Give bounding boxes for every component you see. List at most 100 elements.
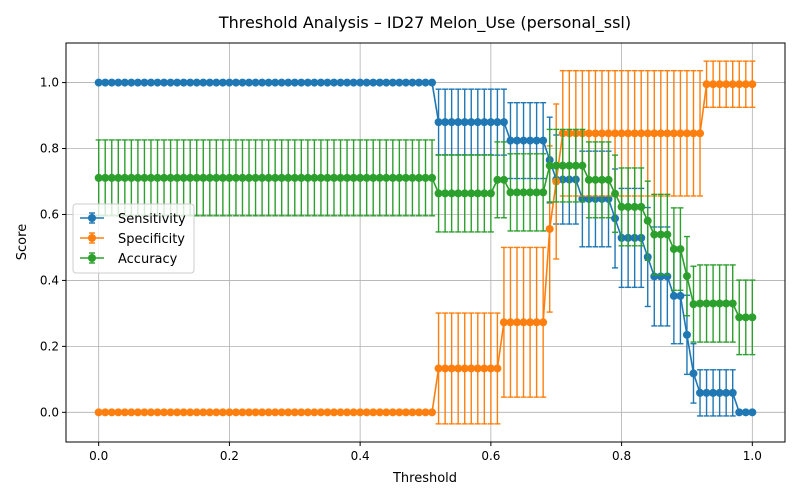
data-point	[676, 291, 685, 300]
data-point	[441, 189, 450, 198]
chart-title: Threshold Analysis – ID27 Melon_Use (per…	[218, 13, 631, 33]
data-point	[310, 173, 319, 182]
data-point	[212, 408, 221, 417]
x-axis-label: Threshold	[392, 471, 457, 486]
data-point	[284, 78, 293, 87]
data-point	[329, 173, 338, 182]
data-point	[245, 78, 254, 87]
data-point	[225, 408, 234, 417]
x-tick-label: 0.6	[481, 449, 500, 463]
data-point	[225, 173, 234, 182]
data-point	[663, 129, 672, 138]
y-tick-label: 0.2	[40, 339, 59, 353]
data-point	[101, 173, 110, 182]
data-point	[160, 173, 169, 182]
data-point	[637, 129, 646, 138]
data-point	[428, 408, 437, 417]
data-point	[388, 408, 397, 417]
data-point	[408, 408, 417, 417]
y-tick-label: 1.0	[40, 76, 59, 90]
legend-entry: Sensitivity	[80, 212, 186, 227]
data-point	[434, 118, 443, 127]
data-point	[473, 189, 482, 198]
data-point	[218, 173, 227, 182]
data-point	[290, 173, 299, 182]
data-point	[264, 408, 273, 417]
data-point	[225, 78, 234, 87]
data-point	[199, 408, 208, 417]
data-point	[696, 299, 705, 308]
data-point	[153, 173, 162, 182]
data-point	[192, 173, 201, 182]
data-point	[284, 173, 293, 182]
data-point	[271, 408, 280, 417]
data-point	[238, 173, 247, 182]
data-point	[676, 245, 685, 254]
data-point	[238, 408, 247, 417]
data-point	[630, 129, 639, 138]
data-point	[362, 78, 371, 87]
data-point	[709, 388, 718, 397]
data-point	[336, 78, 345, 87]
data-point	[414, 408, 423, 417]
data-point	[597, 129, 606, 138]
data-point	[173, 78, 182, 87]
data-point	[395, 78, 404, 87]
data-point	[539, 318, 548, 327]
data-point	[166, 408, 175, 417]
legend-box	[72, 203, 195, 274]
data-point	[480, 189, 489, 198]
data-point	[532, 136, 541, 145]
series-layer	[94, 60, 757, 425]
data-point	[696, 129, 705, 138]
data-point	[114, 408, 123, 417]
data-point	[218, 408, 227, 417]
data-point	[264, 173, 273, 182]
data-point	[120, 78, 129, 87]
legend-swatch-marker	[88, 214, 96, 222]
data-point	[486, 118, 495, 127]
data-point	[499, 118, 508, 127]
data-point	[271, 78, 280, 87]
data-point	[728, 80, 737, 89]
data-point	[107, 408, 116, 417]
x-tick-label: 0.2	[220, 449, 239, 463]
data-point	[454, 189, 463, 198]
data-point	[722, 388, 731, 397]
data-point	[375, 408, 384, 417]
data-point	[591, 129, 600, 138]
data-point	[441, 118, 450, 127]
data-point	[231, 78, 240, 87]
data-point	[166, 173, 175, 182]
legend-label: Specificity	[118, 232, 185, 247]
data-point	[316, 78, 325, 87]
data-point	[722, 299, 731, 308]
data-point	[676, 129, 685, 138]
legend-label: Sensitivity	[118, 212, 186, 227]
legend-entry: Specificity	[80, 232, 185, 247]
data-point	[689, 300, 698, 309]
data-point	[414, 78, 423, 87]
data-point	[375, 78, 384, 87]
data-point	[192, 408, 201, 417]
series-accuracy	[94, 128, 757, 356]
data-point	[160, 408, 169, 417]
data-point	[316, 173, 325, 182]
data-point	[303, 173, 312, 182]
data-point	[460, 364, 469, 373]
data-point	[493, 364, 502, 373]
data-point	[186, 408, 195, 417]
data-point	[493, 118, 502, 127]
data-point	[231, 173, 240, 182]
data-point	[271, 173, 280, 182]
data-point	[617, 129, 626, 138]
data-point	[722, 80, 731, 89]
data-point	[414, 173, 423, 182]
data-point	[356, 78, 365, 87]
y-tick-label: 0.8	[40, 142, 59, 156]
data-point	[571, 161, 580, 170]
data-point	[127, 408, 136, 417]
data-point	[179, 408, 188, 417]
data-point	[133, 78, 142, 87]
data-point	[114, 173, 123, 182]
